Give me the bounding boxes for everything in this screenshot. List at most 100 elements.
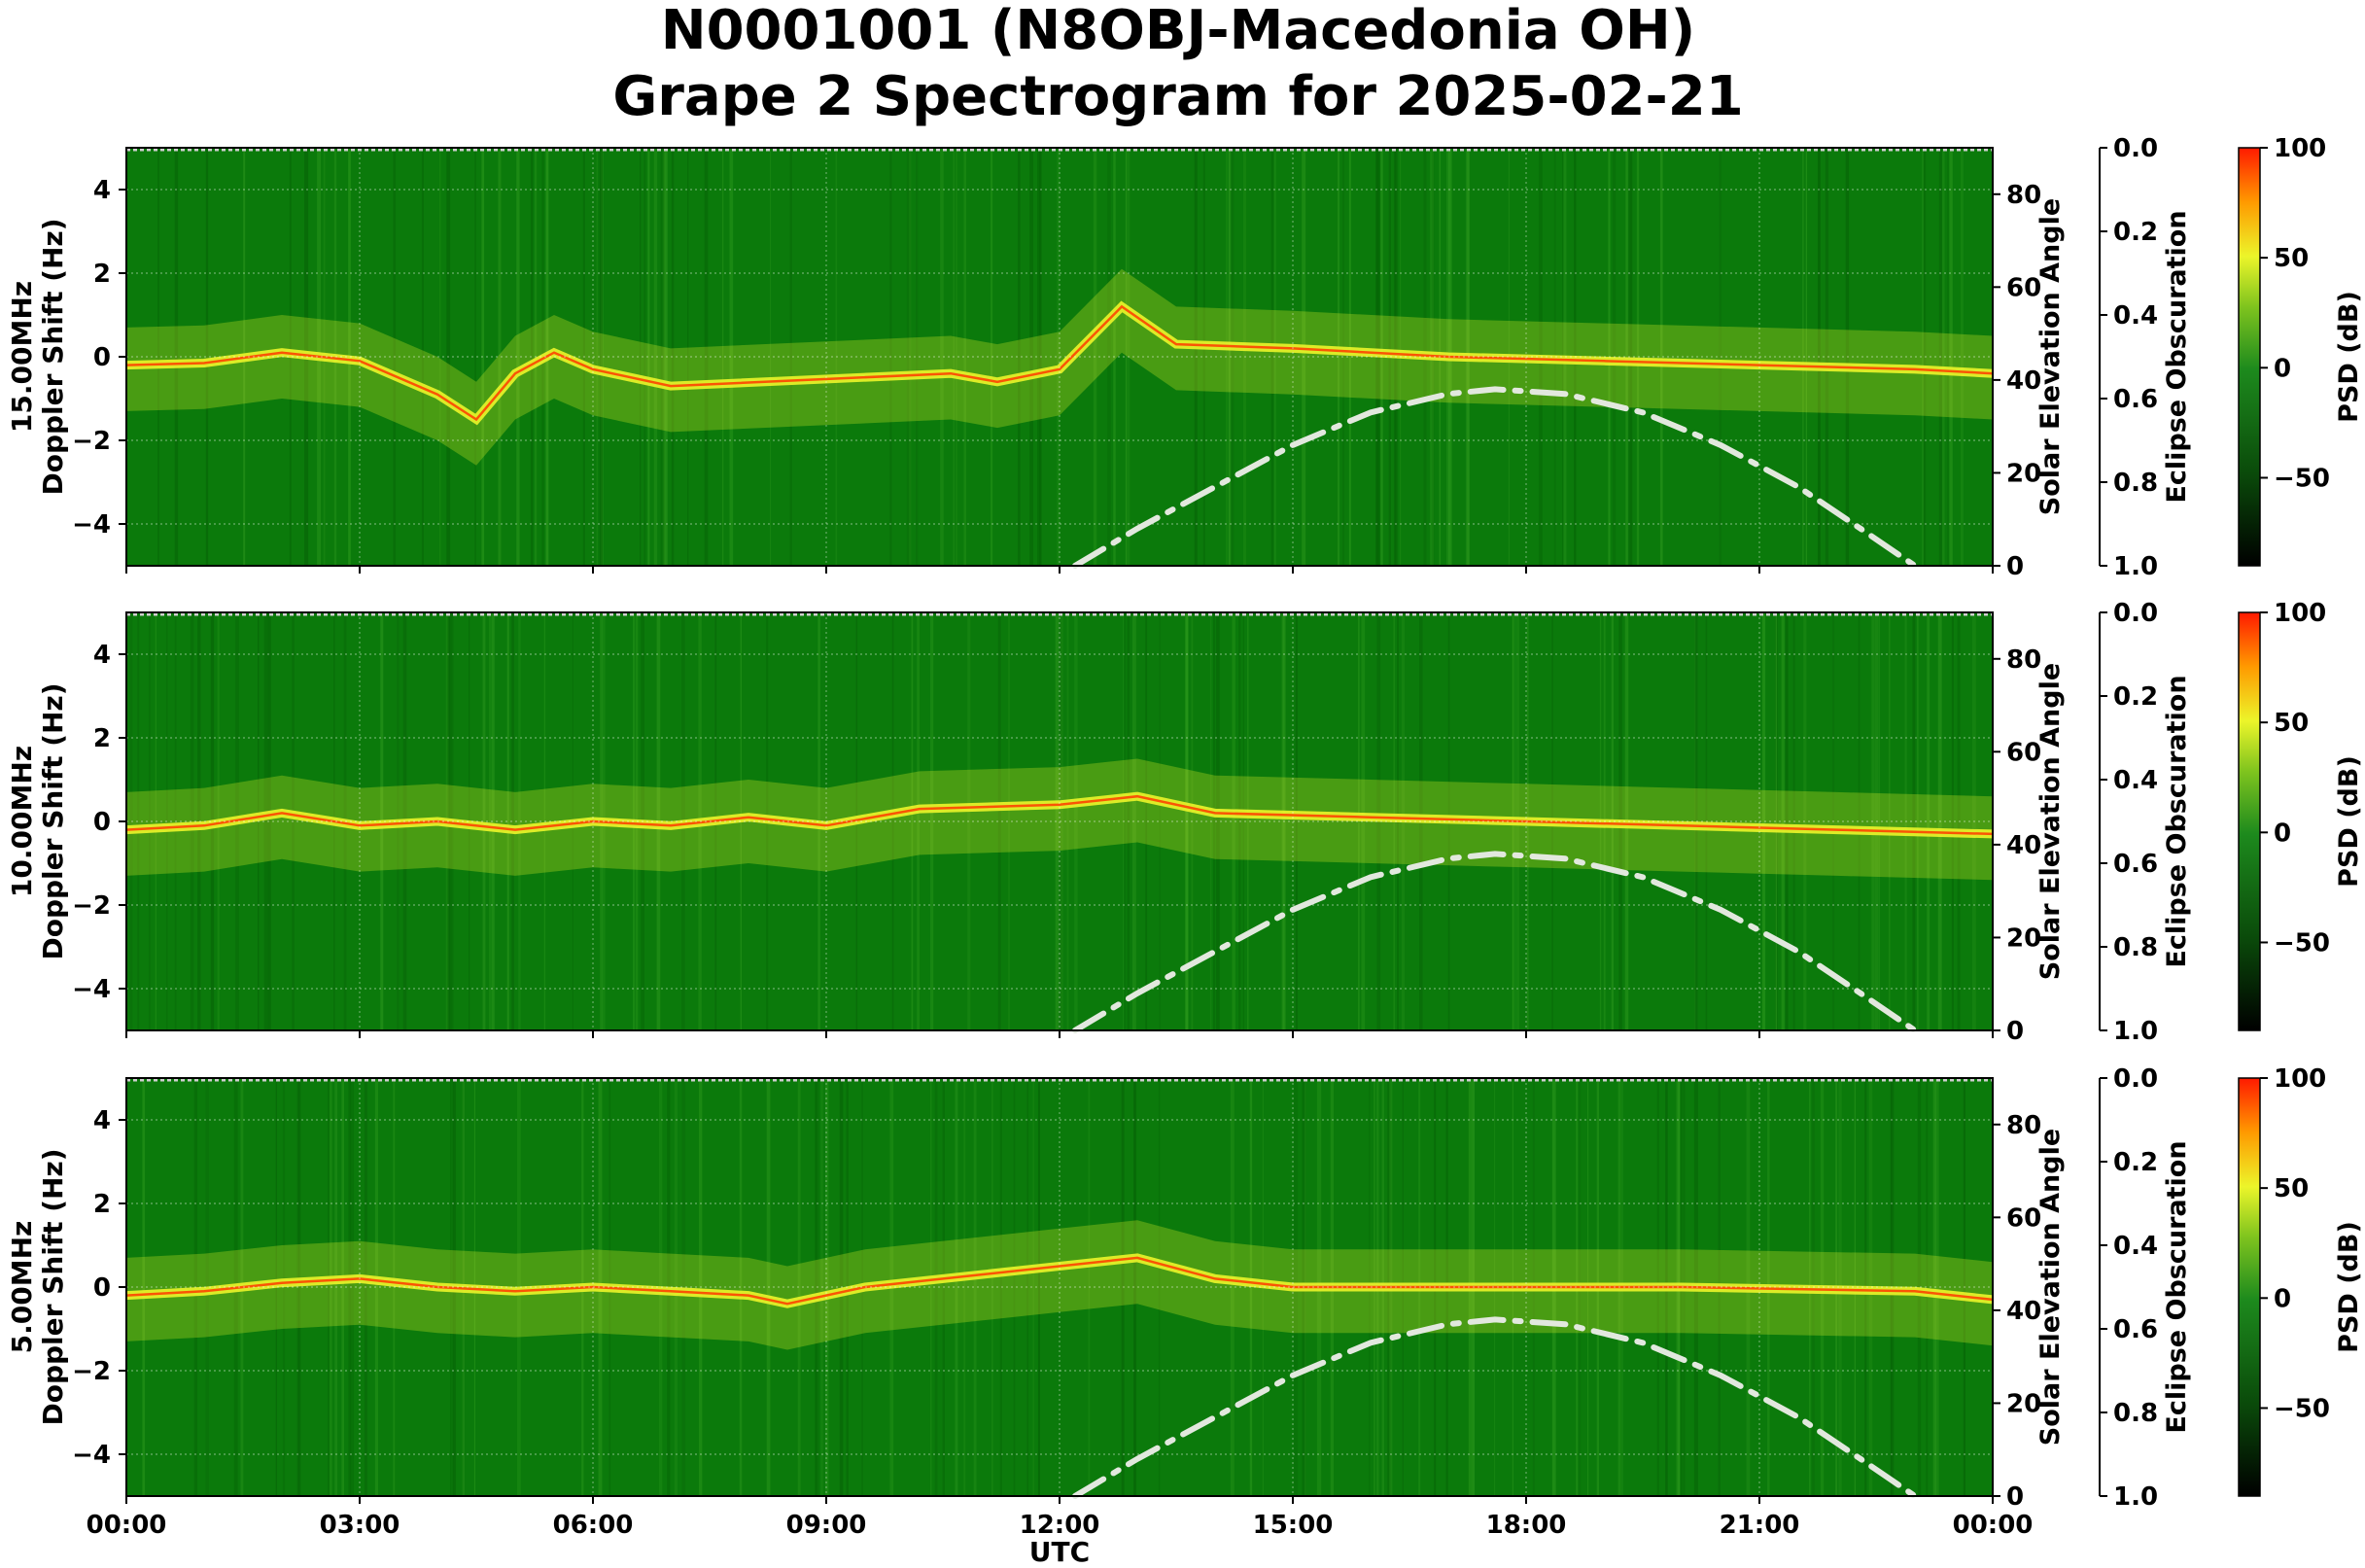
texture-column (1247, 612, 1249, 1030)
texture-column (1912, 612, 1916, 1030)
y-tick-label: −4 (72, 510, 111, 540)
texture-column (1037, 1078, 1040, 1496)
texture-column (1659, 148, 1663, 566)
texture-column (516, 148, 520, 566)
texture-column (1228, 148, 1231, 566)
texture-column (1018, 148, 1021, 566)
eclipse-tick-label: 0.0 (2113, 134, 2158, 163)
texture-column (1858, 612, 1861, 1030)
colorbar-tick-label: 50 (2274, 709, 2309, 738)
elevation-tick-label: 80 (2006, 1111, 2041, 1140)
eclipse-tick-label: 0.4 (2113, 1232, 2158, 1261)
colorbar-tick-label: 0 (2274, 1284, 2291, 1313)
elevation-tick-label: 40 (2006, 831, 2041, 860)
elevation-axis-label: Solar Elevation Angle (2035, 198, 2066, 515)
texture-column (916, 148, 919, 566)
texture-column (1694, 612, 1696, 1030)
elevation-tick-label: 80 (2006, 645, 2041, 675)
texture-column (142, 1078, 146, 1496)
y-tick-label: −4 (72, 1441, 111, 1470)
texture-column (729, 148, 734, 566)
texture-column (1232, 612, 1235, 1030)
elevation-tick-label: 40 (2006, 366, 2041, 396)
texture-column (493, 612, 496, 1030)
y-tick-label: 4 (93, 176, 111, 205)
elevation-tick-label: 20 (2006, 1389, 2041, 1418)
texture-column (647, 148, 650, 566)
texture-column (940, 148, 944, 566)
figure-title-line2: Grape 2 Spectrogram for 2025-02-21 (612, 65, 1743, 128)
figure-title-line1: N0001001 (N8OBJ-Macedonia OH) (661, 0, 1696, 62)
texture-column (298, 1078, 301, 1496)
y-tick-label: 4 (93, 1106, 111, 1135)
texture-column (197, 612, 201, 1030)
elevation-tick-label: 0 (2006, 1017, 2024, 1046)
texture-column (350, 1078, 354, 1496)
texture-column (1158, 1078, 1161, 1496)
texture-column (1124, 612, 1127, 1030)
solar-elevation-curve (1072, 386, 1918, 569)
texture-column (1629, 148, 1633, 566)
texture-column (739, 1078, 743, 1496)
texture-column (348, 1078, 352, 1496)
texture-column (789, 148, 792, 566)
texture-column (1037, 148, 1041, 566)
eclipse-tick-label: 0.6 (2113, 385, 2158, 414)
y-axis-label: Doppler Shift (Hz) (37, 682, 69, 959)
eclipse-tick-label: 0.4 (2113, 766, 2158, 795)
texture-column (999, 1078, 1002, 1496)
texture-column (205, 148, 209, 566)
texture-column (1926, 1078, 1929, 1496)
x-tick-label: 15:00 (1253, 1511, 1334, 1540)
texture-column (721, 148, 724, 566)
texture-column (963, 148, 967, 566)
elevation-axis-label: Solar Elevation Angle (2035, 1129, 2066, 1446)
texture-column (474, 148, 476, 566)
panel-10-00mhz: −4 −2 0 2 4 10.00MHz Doppler Shift (Hz) 0 20 40 60… (6, 599, 2364, 1046)
texture-column (149, 612, 151, 1030)
texture-column (1008, 612, 1010, 1030)
solar-elevation-curve (1072, 1316, 1918, 1499)
texture-column (1159, 612, 1161, 1030)
texture-column (190, 612, 194, 1030)
texture-column (662, 148, 666, 566)
eclipse-tick-label: 0.8 (2113, 933, 2158, 962)
y-tick-label: 2 (93, 724, 111, 753)
eclipse-axis-label: Eclipse Obscuration (2162, 210, 2192, 503)
texture-column (1775, 612, 1778, 1030)
texture-column (506, 612, 509, 1030)
y-tick-label: −2 (72, 1357, 111, 1386)
y-tick-label: 4 (93, 641, 111, 670)
texture-column (1761, 612, 1766, 1030)
x-axis-label: UTC (1029, 1536, 1090, 1568)
texture-column (1125, 148, 1127, 566)
texture-column (1213, 612, 1216, 1030)
texture-column (1361, 612, 1366, 1030)
y-axis-label: Doppler Shift (Hz) (37, 1148, 69, 1425)
texture-column (1942, 148, 1945, 566)
y-tick-label: −4 (72, 975, 111, 1004)
x-tick-label: 09:00 (786, 1511, 867, 1540)
eclipse-tick-label: 1.0 (2113, 1482, 2158, 1512)
texture-column (934, 1078, 938, 1496)
texture-column (1348, 148, 1351, 566)
texture-column (1242, 612, 1244, 1030)
colorbar-label: PSD (dB) (2334, 755, 2364, 888)
doppler-trace-red (125, 304, 1994, 422)
colorbar-label: PSD (dB) (2334, 1221, 2364, 1353)
texture-column (599, 148, 603, 566)
texture-column (511, 612, 514, 1030)
y-tick-label: 0 (93, 1273, 111, 1303)
x-tick-label: 03:00 (320, 1511, 400, 1540)
texture-column (1781, 612, 1785, 1030)
texture-column (1625, 148, 1628, 566)
colorbar-tick-label: 100 (2274, 1064, 2326, 1094)
texture-column (1057, 148, 1061, 566)
texture-column (1270, 148, 1274, 566)
texture-column (1066, 612, 1069, 1030)
texture-column (530, 148, 534, 566)
colorbar-tick-label: 0 (2274, 354, 2291, 383)
texture-column (1960, 148, 1964, 566)
texture-column (157, 148, 159, 566)
texture-column (1949, 148, 1953, 566)
